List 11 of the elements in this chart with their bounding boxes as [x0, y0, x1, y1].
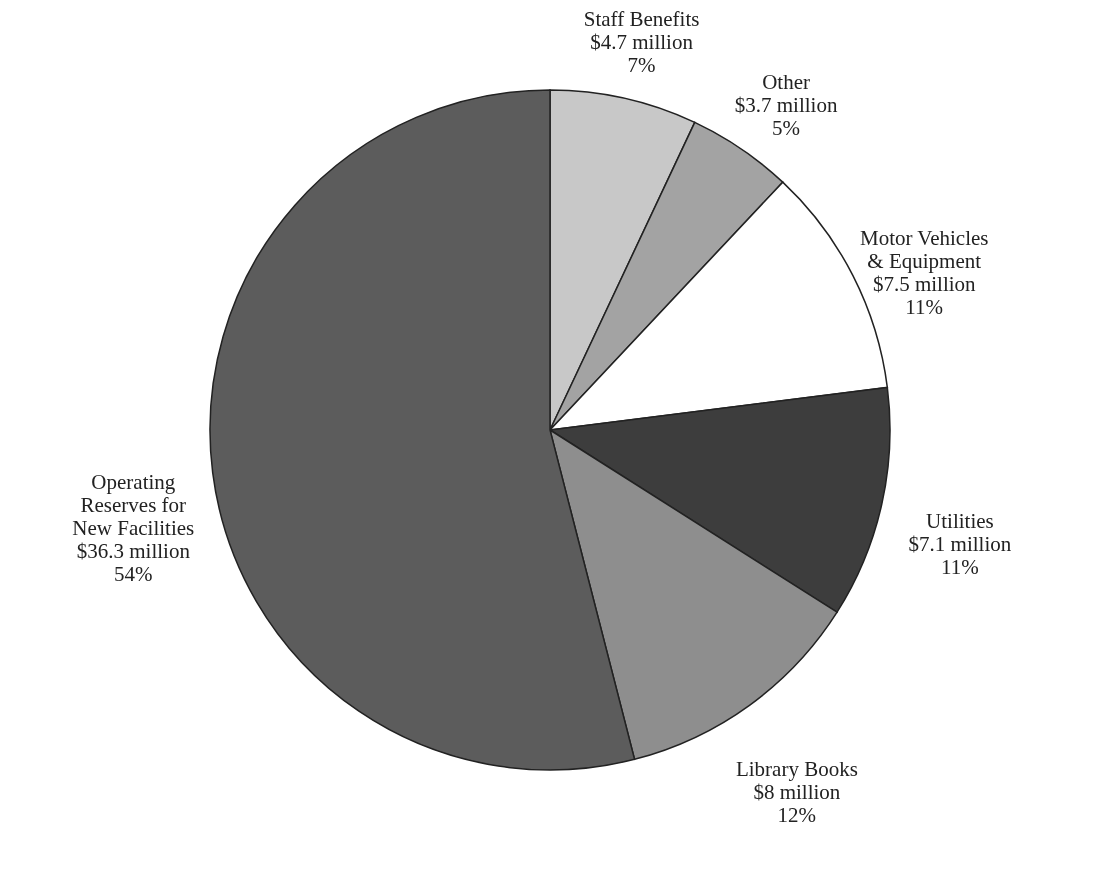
slice-label: Library Books [735, 756, 858, 781]
data-label: $4.7 million 7% [590, 30, 694, 78]
data-label: $36.3 million 54% [76, 538, 191, 586]
slice-label: Other [762, 69, 810, 94]
data-label: $7.1 million 11% [908, 531, 1012, 579]
slice-label: Operating Reserves for New Facilities [72, 469, 195, 540]
data-label: $3.7 million 5% [734, 92, 838, 140]
slice-label: Utilities [926, 508, 994, 533]
slice-label: Motor Vehicles & Equipment [859, 226, 989, 274]
slice-label: Staff Benefits [583, 7, 700, 32]
data-label: $7.5 million 11% [872, 272, 977, 320]
